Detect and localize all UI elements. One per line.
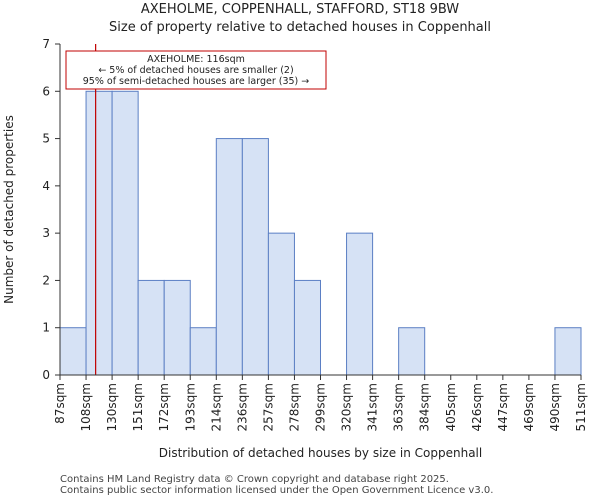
chart-title: AXEHOLME, COPPENHALL, STAFFORD, ST18 9BW [140, 2, 460, 17]
histogram-bar [59, 327, 87, 376]
x-tick-label: 214sqm [209, 383, 223, 431]
histogram-bar [241, 138, 269, 376]
y-tick-label: 3 [42, 226, 50, 240]
footer-line-1: Contains HM Land Registry data © Crown c… [60, 474, 449, 485]
annotation-border [65, 50, 327, 90]
y-tick-label: 1 [42, 321, 50, 335]
x-tick-label: 405sqm [444, 383, 458, 431]
histogram-bar [346, 232, 374, 376]
x-tick-label: 257sqm [261, 383, 275, 431]
x-tick-label: 151sqm [131, 383, 145, 431]
histogram-bar [189, 327, 217, 376]
histogram-bar [163, 279, 191, 376]
x-tick-label: 108sqm [79, 383, 93, 431]
x-tick-label: 299sqm [314, 383, 328, 431]
histogram-bar [137, 279, 165, 376]
histogram-bar [398, 327, 426, 376]
x-tick-label: 193sqm [183, 383, 197, 431]
y-tick-label: 4 [42, 179, 50, 193]
axes-group: 0 1 2 3 4 5 6 7 87sqm 108sqm 130sqm 151sqm 172sqm 193… [42, 37, 588, 431]
x-tick-label: 384sqm [418, 383, 432, 431]
histogram-bar [85, 90, 113, 376]
y-tick-label: 2 [42, 273, 50, 287]
x-tick-label: 447sqm [496, 383, 510, 431]
x-tick-label: 469sqm [522, 383, 536, 431]
y-tick-label: 0 [42, 368, 50, 382]
footer-line-2: Contains public sector information licen… [60, 485, 494, 496]
chart-subtitle: Size of property relative to detached ho… [109, 20, 491, 35]
x-axis-label: Distribution of detached houses by size … [159, 446, 482, 460]
x-tick-label: 341sqm [366, 383, 380, 431]
y-tick-label: 7 [42, 37, 50, 51]
annotation-box: AXEHOLME: 116sqm ← 5% of detached houses… [65, 50, 327, 90]
x-tick-label: 130sqm [105, 383, 119, 431]
y-axis-label: Number of detached properties [2, 115, 16, 304]
bars-group [59, 90, 582, 376]
x-tick-label: 490sqm [548, 383, 562, 431]
y-tick-label: 5 [42, 132, 50, 146]
histogram-bar [293, 279, 322, 376]
y-tick-label: 6 [42, 84, 50, 98]
annotation-line-3: 95% of semi-detached houses are larger (… [83, 76, 310, 87]
x-tick-label: 363sqm [392, 383, 406, 431]
x-tick-label: 172sqm [157, 383, 171, 431]
x-tick-label: 278sqm [287, 383, 301, 431]
histogram-bar [267, 232, 295, 376]
x-tick-label: 87sqm [53, 383, 67, 424]
annotation-line-1: AXEHOLME: 116sqm [147, 54, 245, 65]
x-tick-label: 320sqm [340, 383, 354, 431]
histogram-bar [111, 90, 139, 376]
x-tick-label: 426sqm [470, 383, 484, 431]
x-tick-label: 511sqm [574, 383, 588, 431]
histogram-bar [554, 327, 582, 376]
annotation-line-2: ← 5% of detached houses are smaller (2) [98, 65, 293, 76]
x-tick-label: 236sqm [235, 383, 249, 431]
histogram-bar [215, 138, 243, 376]
